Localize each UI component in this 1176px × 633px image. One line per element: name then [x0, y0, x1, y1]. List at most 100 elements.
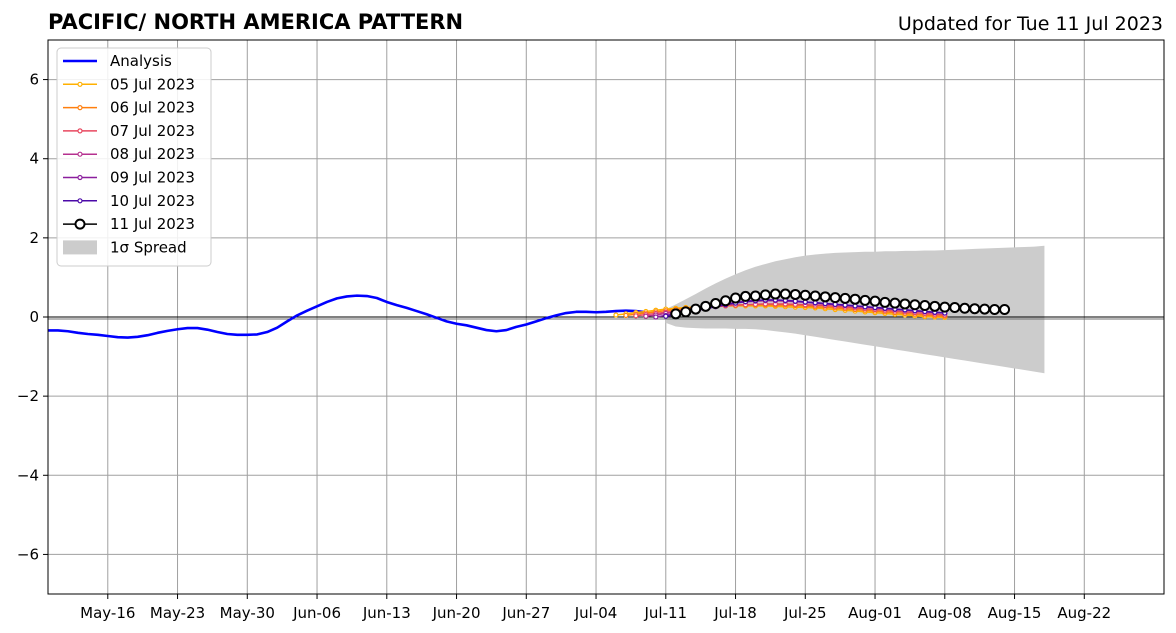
latest-point [899, 298, 911, 310]
latest-point [979, 303, 991, 315]
latest-point [879, 296, 891, 308]
legend-entry: 05 Jul 2023 [63, 75, 195, 93]
latest-point [939, 301, 951, 313]
x-tick-label: Aug-15 [988, 604, 1042, 622]
forecast-point [643, 313, 649, 319]
legend-entry: 1σ Spread [63, 238, 187, 256]
legend-label: Analysis [110, 52, 172, 70]
legend-marker [77, 81, 83, 87]
latest-point [710, 298, 722, 310]
forecast-point [623, 312, 629, 319]
forecast-point [653, 314, 659, 320]
x-tick-label: Aug-22 [1057, 604, 1111, 622]
legend: Analysis 05 Jul 2023 06 Jul 2023 07 Jul 202… [56, 47, 212, 267]
x-tick-label: May-30 [220, 604, 275, 622]
legend-label: 05 Jul 2023 [110, 75, 195, 93]
latest-point [779, 288, 791, 300]
x-tick-label: May-23 [150, 604, 205, 622]
legend-marker [74, 218, 86, 230]
latest-point [949, 302, 961, 314]
latest-point [989, 303, 1001, 315]
legend-entry: 09 Jul 2023 [63, 169, 195, 187]
latest-point [999, 303, 1011, 315]
latest-point [759, 289, 771, 301]
latest-point [690, 303, 702, 315]
forecast-point [663, 313, 669, 319]
latest-point [809, 290, 821, 302]
latest-point [909, 299, 921, 311]
forecast-line [615, 305, 945, 319]
x-tick-label: Jul-18 [713, 604, 757, 622]
x-tick-label: May-16 [80, 604, 135, 622]
latest-point [849, 293, 861, 305]
plot-frame [47, 39, 1165, 595]
x-tick-label: Aug-08 [918, 604, 972, 622]
latest-point [730, 292, 742, 304]
legend-entry: 10 Jul 2023 [63, 192, 195, 210]
x-tick-label: Jun-27 [501, 604, 550, 622]
legend-marker [77, 128, 83, 134]
latest-point [929, 300, 941, 312]
legend-label: 11 Jul 2023 [110, 215, 195, 233]
latest-point [670, 308, 682, 320]
forecast-point [633, 313, 639, 319]
x-tick-label: Jun-13 [362, 604, 411, 622]
chart-title: PACIFIC/ NORTH AMERICA PATTERN [48, 10, 463, 34]
latest-series [670, 288, 1011, 320]
y-tick-label: 6 [29, 71, 39, 89]
legend-entry: 08 Jul 2023 [63, 145, 195, 163]
latest-point [889, 297, 901, 309]
latest-point [829, 292, 841, 304]
latest-point [789, 288, 801, 300]
legend-label: 07 Jul 2023 [110, 122, 195, 140]
legend-marker [77, 104, 83, 111]
x-tick-label: Jun-20 [432, 604, 481, 622]
y-tick-label: 0 [29, 308, 39, 326]
latest-point [769, 288, 781, 300]
x-tick-label: Aug-01 [848, 604, 902, 622]
legend-box [56, 47, 212, 267]
legend-entry: 06 Jul 2023 [63, 99, 195, 117]
series-layer [48, 288, 1011, 339]
chart-updated: Updated for Tue 11 Jul 2023 [898, 13, 1163, 35]
latest-point [700, 300, 712, 312]
latest-point [919, 300, 931, 312]
y-tick-label: −4 [17, 466, 39, 484]
x-tick-label: Jul-11 [643, 604, 687, 622]
legend-marker [77, 174, 83, 181]
latest-point [799, 289, 811, 301]
zero-line-layer [48, 316, 1164, 320]
legend-entry: 11 Jul 2023 [63, 215, 195, 233]
y-tick-label: 2 [29, 229, 39, 247]
legend-entry: 07 Jul 2023 [63, 122, 195, 140]
legend-label: 08 Jul 2023 [110, 145, 195, 163]
legend-entry: Analysis [63, 52, 172, 70]
latest-point [819, 291, 831, 303]
forecast-point [613, 312, 619, 318]
latest-point [859, 294, 871, 306]
y-tick-label: −2 [17, 387, 39, 405]
legend-marker [77, 198, 83, 204]
latest-point [869, 295, 881, 307]
legend-label: 09 Jul 2023 [110, 169, 195, 187]
legend-label: 06 Jul 2023 [110, 99, 195, 117]
latest-point [680, 306, 692, 318]
axes: May-16 May-23 May-30 Jun-06 Jun-13 Jun-20 Jun-… [17, 39, 1165, 622]
x-tick-label: Jun-06 [292, 604, 341, 622]
latest-point [740, 290, 751, 302]
x-tick-label: Jul-25 [783, 604, 827, 622]
y-tick-label: 4 [29, 150, 39, 168]
legend-label: 10 Jul 2023 [110, 192, 195, 210]
legend-marker [77, 151, 83, 157]
latest-point [839, 292, 851, 304]
latest-point [720, 295, 732, 307]
latest-point [969, 303, 981, 315]
x-tick-label: Jul-04 [574, 604, 618, 622]
analysis-line [48, 294, 647, 339]
latest-point [749, 290, 761, 302]
legend-label: 1σ Spread [110, 238, 187, 256]
latest-point [959, 302, 971, 314]
y-tick-label: −6 [17, 545, 39, 563]
legend-swatch [63, 240, 97, 255]
